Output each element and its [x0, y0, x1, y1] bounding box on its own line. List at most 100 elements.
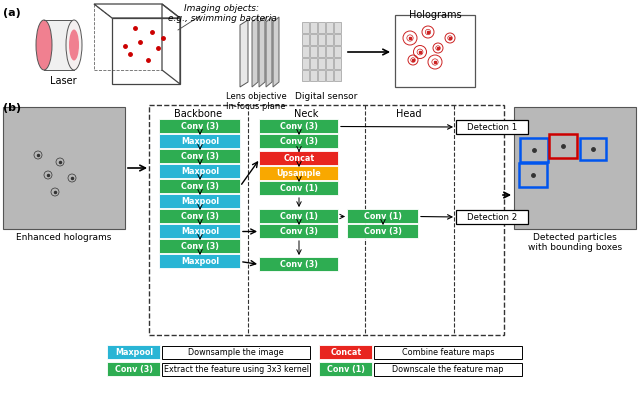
Text: Maxpool: Maxpool [181, 197, 219, 206]
Bar [310, 22, 317, 33]
FancyBboxPatch shape [159, 120, 241, 133]
Bar [334, 22, 341, 33]
FancyBboxPatch shape [159, 225, 241, 238]
Text: (a): (a) [3, 8, 20, 18]
Bar [374, 346, 522, 359]
Text: Conv (3): Conv (3) [280, 227, 318, 236]
FancyBboxPatch shape [259, 120, 339, 133]
Bar [310, 58, 317, 69]
Text: Digital sensor: Digital sensor [295, 92, 357, 101]
Bar [3, 107, 125, 229]
Text: Maxpool: Maxpool [181, 257, 219, 266]
FancyBboxPatch shape [259, 257, 339, 272]
FancyBboxPatch shape [259, 166, 339, 181]
Polygon shape [252, 17, 258, 87]
Bar [580, 138, 606, 160]
Text: Conv (1): Conv (1) [280, 212, 318, 221]
Bar [318, 22, 325, 33]
Text: Conv (3): Conv (3) [280, 260, 318, 269]
Text: Conv (3): Conv (3) [181, 212, 219, 221]
Text: Maxpool: Maxpool [181, 137, 219, 146]
Text: Conv (3): Conv (3) [115, 365, 153, 374]
Bar [318, 58, 325, 69]
Text: Conv (1): Conv (1) [327, 365, 365, 374]
Text: Upsample: Upsample [276, 169, 321, 178]
FancyBboxPatch shape [159, 150, 241, 164]
Bar [456, 120, 528, 134]
Text: Backbone: Backbone [174, 109, 222, 119]
Bar [326, 70, 333, 81]
Text: Conv (3): Conv (3) [181, 152, 219, 161]
Text: Enhanced holograms: Enhanced holograms [16, 233, 112, 242]
Text: Holograms: Holograms [409, 10, 461, 20]
Ellipse shape [36, 20, 52, 70]
Bar [302, 46, 309, 57]
Bar [334, 46, 341, 57]
Text: Maxpool: Maxpool [181, 167, 219, 176]
Bar [334, 58, 341, 69]
Polygon shape [273, 17, 279, 87]
FancyBboxPatch shape [259, 225, 339, 238]
Bar [514, 107, 636, 229]
Bar [162, 363, 310, 376]
Text: Conv (3): Conv (3) [280, 137, 318, 146]
Bar [318, 34, 325, 45]
Bar [44, 20, 74, 70]
Text: Combine feature maps: Combine feature maps [402, 348, 494, 357]
Text: Conv (1): Conv (1) [280, 184, 318, 193]
Text: Conv (3): Conv (3) [181, 242, 219, 251]
Text: Conv (3): Conv (3) [181, 182, 219, 191]
Bar [326, 46, 333, 57]
FancyBboxPatch shape [159, 164, 241, 179]
Text: Detected particles
with bounding boxes: Detected particles with bounding boxes [528, 233, 622, 252]
Ellipse shape [66, 20, 82, 70]
Text: Laser: Laser [50, 76, 76, 86]
Bar [456, 210, 528, 224]
Text: Extract the feature using 3x3 kernel: Extract the feature using 3x3 kernel [163, 365, 308, 374]
Bar [519, 163, 547, 187]
Text: Conv (3): Conv (3) [280, 122, 318, 131]
Text: Detection 1: Detection 1 [467, 122, 517, 131]
Text: Conv (1): Conv (1) [364, 212, 402, 221]
Polygon shape [259, 17, 265, 87]
FancyBboxPatch shape [259, 135, 339, 148]
FancyBboxPatch shape [259, 152, 339, 166]
Polygon shape [240, 20, 248, 87]
Ellipse shape [69, 29, 79, 61]
Text: Lens objective
In-focus plane: Lens objective In-focus plane [226, 92, 286, 111]
Text: Head: Head [396, 109, 422, 119]
Text: Conv (3): Conv (3) [364, 227, 402, 236]
FancyBboxPatch shape [159, 255, 241, 268]
FancyBboxPatch shape [319, 345, 372, 360]
FancyBboxPatch shape [159, 179, 241, 194]
Text: Maxpool: Maxpool [115, 348, 153, 357]
Bar [520, 138, 548, 162]
FancyBboxPatch shape [319, 362, 372, 377]
Text: Neck: Neck [294, 109, 318, 119]
Bar [310, 46, 317, 57]
FancyBboxPatch shape [108, 362, 161, 377]
FancyBboxPatch shape [259, 209, 339, 223]
Bar [310, 70, 317, 81]
Text: Conv (3): Conv (3) [181, 122, 219, 131]
Bar [318, 46, 325, 57]
Bar [326, 58, 333, 69]
Text: Maxpool: Maxpool [181, 227, 219, 236]
Bar [310, 34, 317, 45]
Bar [162, 346, 310, 359]
Bar [334, 34, 341, 45]
Bar [302, 70, 309, 81]
Text: (b): (b) [3, 103, 21, 113]
Bar [334, 70, 341, 81]
Text: Downscale the feature map: Downscale the feature map [392, 365, 504, 374]
Polygon shape [266, 17, 272, 87]
Bar [374, 363, 522, 376]
Bar [395, 15, 475, 87]
FancyBboxPatch shape [108, 345, 161, 360]
FancyBboxPatch shape [348, 225, 419, 238]
Bar [326, 22, 333, 33]
Bar [549, 134, 577, 158]
FancyBboxPatch shape [159, 240, 241, 253]
Bar [302, 34, 309, 45]
Bar [318, 70, 325, 81]
